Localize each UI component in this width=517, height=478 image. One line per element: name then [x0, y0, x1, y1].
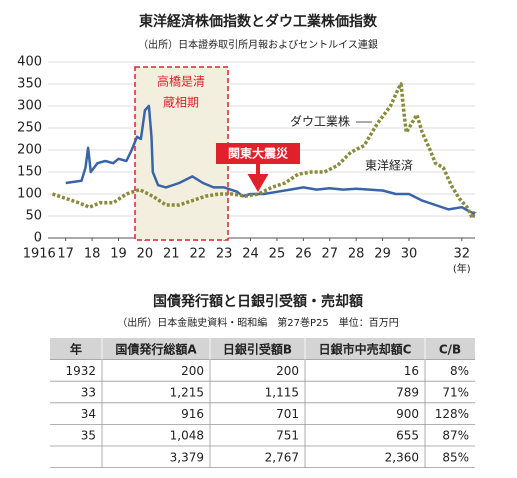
x-tick-label: 24: [242, 247, 259, 262]
arrow: [247, 164, 269, 192]
x-tick-label: 30: [401, 247, 418, 262]
table-cell: 35: [81, 429, 96, 443]
annotation-box: [216, 143, 300, 164]
x-tick-label: 28: [348, 247, 365, 262]
x-tick-label: 32: [454, 247, 471, 262]
x-tick-label: 18: [84, 247, 101, 262]
x-tick-label: 21: [163, 247, 180, 262]
chart-subtitle: （出所）日本證券取引所月報およびセントルイス連銀: [138, 38, 378, 51]
x-tick-label: 22: [189, 247, 206, 262]
table-cell: 200: [276, 364, 299, 378]
table-cell: 8%: [450, 364, 469, 378]
table-cell: 2,767: [265, 450, 299, 464]
y-tick-label: 100: [17, 187, 42, 202]
x-tick-label: 26: [295, 247, 312, 262]
table-cell: 751: [276, 429, 299, 443]
table-subtitle: （出所）日本金融史資料・昭和編 第27巻P25 単位：百万円: [117, 316, 398, 329]
highlight-span: [134, 66, 229, 241]
annotation: 蔵相期: [163, 96, 199, 110]
x-tick-label: 1916: [23, 247, 56, 262]
table-cell: 3,379: [170, 450, 204, 464]
y-tick-label: 0: [34, 231, 42, 246]
series-label: ダウ工業株: [290, 114, 350, 129]
y-tick-label: 250: [17, 121, 42, 136]
table-cell: 1,115: [265, 386, 299, 400]
x-axis-label: (年): [453, 262, 471, 275]
table-cell: 701: [276, 407, 299, 421]
x-tick-label: 17: [57, 247, 74, 262]
series-label: 東洋経済: [365, 158, 413, 173]
plot: 0 50 100 150 200 250 300 350 400 1916 17 18 19 20 21 22…: [17, 55, 475, 275]
table-title: 国債発行額と日銀引受額・売却額: [153, 293, 363, 310]
table-cell: 1932: [65, 364, 96, 378]
table-cell: 85%: [442, 450, 469, 464]
table-cell: 900: [396, 407, 419, 421]
table-cell: 916: [181, 407, 204, 421]
table-cell: 33: [81, 386, 96, 400]
table-cell: 789: [396, 386, 419, 400]
y-tick-label: 50: [25, 209, 42, 224]
table-cell: 16: [404, 364, 419, 378]
table-cell: 1,048: [170, 429, 204, 443]
table-header-bg: [50, 338, 475, 360]
x-tick-label: 27: [321, 247, 338, 262]
table-header-cell: C/B: [439, 342, 461, 356]
x-tick-label: 19: [110, 247, 127, 262]
table-header-cell: 日銀市中売却額C: [319, 341, 412, 356]
y-tick-label: 400: [17, 55, 42, 70]
table-cell: 1,215: [170, 386, 204, 400]
y-tick-label: 300: [17, 99, 42, 114]
y-tick-label: 150: [17, 165, 42, 180]
table-cell: 34: [81, 407, 96, 421]
table-cell: 655: [396, 429, 419, 443]
lines: [51, 82, 477, 220]
chart-title: 東洋経済株価指数とダウ工業株価指数: [139, 13, 378, 30]
table-header-cell: 国債発行総額A: [115, 341, 197, 356]
x-tick-label: 25: [269, 247, 286, 262]
annotation: 関東大震災: [228, 146, 289, 161]
x-tick-label: 29: [374, 247, 391, 262]
table-cell: 2,360: [385, 450, 419, 464]
table-cell: 71%: [442, 386, 469, 400]
series-line: [65, 104, 476, 215]
table-header-cell: 日銀引受額B: [223, 341, 292, 356]
x-tick-label: 23: [216, 247, 233, 262]
table-cell: 128%: [435, 407, 469, 421]
y-tick-label: 350: [17, 77, 42, 92]
table-header-cell: 年: [70, 341, 82, 356]
series-line: [51, 82, 477, 220]
table-cell: 200: [181, 364, 204, 378]
annotation: 高橋是清: [157, 74, 205, 89]
table: 年 国債発行総額A 日銀引受額B 日銀市中売却額C C/B 1932 200 200 16 8% 3…: [50, 338, 475, 469]
table-cell: 87%: [442, 429, 469, 443]
y-tick-label: 200: [17, 143, 42, 158]
x-tick-label: 20: [137, 247, 154, 262]
